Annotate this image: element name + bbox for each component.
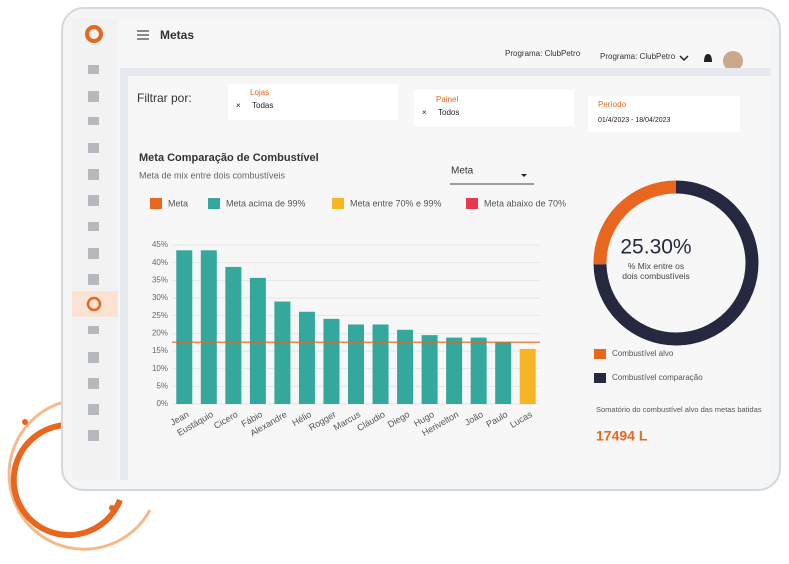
chart-title: Meta Comparação de Combustível <box>139 152 319 164</box>
y-tick-label: 30% <box>152 293 168 302</box>
legend-label: Meta entre 70% e 99% <box>350 198 442 208</box>
bar[interactable] <box>323 318 340 404</box>
bar[interactable] <box>225 266 242 404</box>
y-tick-label: 45% <box>152 240 168 249</box>
bar[interactable] <box>200 250 217 404</box>
y-tick-label: 25% <box>152 311 168 320</box>
y-tick-label: 5% <box>156 381 168 390</box>
bar[interactable] <box>298 311 315 404</box>
legend-label: Meta abaixo de 70% <box>484 198 566 208</box>
bar[interactable] <box>176 250 193 404</box>
legend-swatch <box>466 198 478 209</box>
legend-label: Combustível alvo <box>612 349 674 358</box>
filter-title: Lojas <box>250 88 269 97</box>
donut-subtitle: % Mix entre os dois combustíveis <box>622 261 690 281</box>
bar[interactable] <box>470 337 487 404</box>
y-tick-label: 0% <box>156 399 168 408</box>
bar[interactable] <box>446 337 463 404</box>
decoration <box>7 397 152 551</box>
legend-label: Combustível comparação <box>612 373 703 382</box>
program-select[interactable]: Programa: ClubPetro <box>600 52 676 61</box>
filter-value: 01/4/2023 - 18/04/2023 <box>598 117 671 124</box>
sidebar-active-icon[interactable] <box>86 296 102 312</box>
bar[interactable] <box>348 324 364 405</box>
filter-clear[interactable]: × <box>236 101 241 110</box>
donut-chart: 25.30%% Mix entre os dois combustíveis Com… <box>593 180 759 383</box>
filter-clear[interactable]: × <box>422 108 427 117</box>
legend-label: Meta acima de 99% <box>226 198 306 208</box>
y-tick-label: 35% <box>152 275 168 284</box>
filter-label: Filtrar por: <box>137 91 192 105</box>
y-tick-label: 40% <box>152 258 168 267</box>
donut-segment <box>593 180 759 346</box>
logo <box>85 25 103 43</box>
total-value: 17494 L <box>596 428 648 444</box>
bar[interactable] <box>519 348 536 404</box>
donut-value: 25.30% <box>620 236 691 259</box>
legend-swatch <box>594 349 606 359</box>
bell-icon[interactable] <box>704 54 712 62</box>
bar[interactable] <box>249 277 266 404</box>
legend-label: Meta <box>168 198 188 208</box>
legend-swatch <box>594 373 606 383</box>
filter-value: Todas <box>252 101 273 110</box>
bar[interactable] <box>397 329 414 404</box>
program-label: Programa: ClubPetro <box>505 49 581 58</box>
page-title: Metas <box>160 28 194 42</box>
dropdown-arrow[interactable] <box>521 174 527 177</box>
dropdown[interactable]: Meta <box>451 166 474 177</box>
filter-box[interactable] <box>588 96 740 132</box>
menu-icon[interactable] <box>137 30 149 40</box>
avatar[interactable] <box>723 51 743 71</box>
legend-swatch <box>332 198 344 209</box>
y-tick-label: 15% <box>152 346 168 355</box>
filter-box[interactable] <box>414 90 574 126</box>
y-tick-label: 10% <box>152 364 168 373</box>
legend-swatch <box>150 198 162 209</box>
filter-box[interactable] <box>228 84 398 120</box>
bar[interactable] <box>421 335 438 404</box>
filter-value: Todos <box>438 108 459 117</box>
donut-segment <box>593 180 677 265</box>
filter-title: Painel <box>436 95 458 104</box>
bar[interactable] <box>372 324 389 405</box>
bar[interactable] <box>274 301 291 404</box>
sidebar-active[interactable] <box>72 291 118 317</box>
filter-title: Período <box>598 100 627 109</box>
legend-swatch <box>208 198 220 209</box>
sidebar-icons <box>88 65 99 441</box>
y-tick-label: 20% <box>152 328 168 337</box>
dropdown-arrow[interactable] <box>679 55 689 62</box>
chart-subtitle: Meta de mix entre dois combustíveis <box>139 170 286 180</box>
bar[interactable] <box>495 342 512 404</box>
total-label: Somatório do combustível alvo das metas … <box>596 405 762 414</box>
